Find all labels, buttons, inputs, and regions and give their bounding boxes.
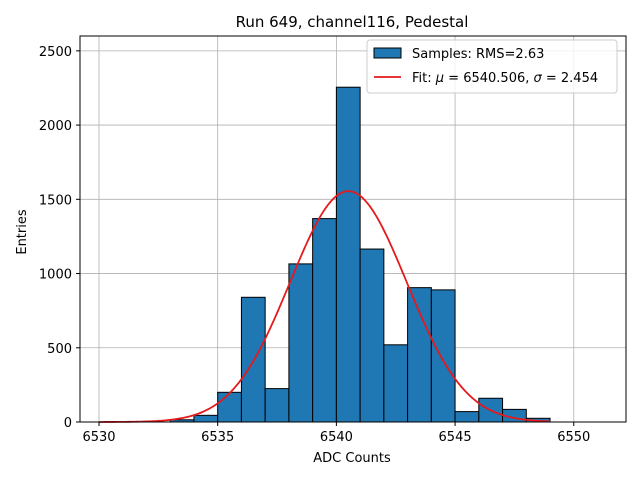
legend-samples-swatch [373, 47, 402, 59]
histogram-bar [312, 218, 337, 423]
chart-title: Run 649, channel116, Pedestal [236, 13, 469, 31]
x-tick-label: 6540 [320, 430, 353, 445]
x-tick-label: 6545 [439, 430, 472, 445]
histogram-bar [264, 388, 290, 423]
histogram-bars [169, 86, 551, 423]
histogram-bar [454, 411, 480, 423]
histogram-bar [383, 344, 409, 423]
legend-fit-prefix: Fit: [412, 71, 436, 86]
histogram-bar [217, 391, 242, 423]
legend-fit-label: Fit: μ = 6540.506, σ = 2.454 [412, 71, 598, 86]
plot-frame [79, 35, 627, 423]
histogram-bar [288, 263, 314, 423]
legend-box [366, 39, 618, 94]
histogram-bar [430, 289, 456, 423]
y-tick-label: 2000 [39, 119, 72, 134]
y-tick-label: 1500 [39, 193, 72, 208]
histogram-bar [359, 248, 385, 423]
y-tick-label: 0 [64, 416, 72, 431]
histogram-bar [335, 86, 361, 423]
fit-curve-group [98, 190, 551, 423]
y-axis-label: Entries [15, 209, 30, 255]
legend-fit-sigma-symbol: σ [534, 71, 543, 86]
legend-fit-sigma-value: = 2.454 [542, 71, 598, 86]
gaussian-fit-curve [98, 190, 551, 423]
histogram-bar [407, 287, 432, 423]
y-tick-label: 1000 [39, 268, 72, 283]
legend-fit-mu-value: = 6540.506, [444, 71, 533, 86]
legend: Samples: RMS=2.63 Fit: μ = 6540.506, σ =… [366, 39, 618, 94]
legend-fit-mu-symbol: μ [435, 71, 444, 86]
x-tick-label: 6550 [557, 430, 590, 445]
histogram-bar [193, 414, 219, 423]
x-tick-label: 6535 [201, 430, 234, 445]
y-tick-label: 500 [47, 342, 72, 357]
axis-ticks: 6530 6535 6540 6545 6550 0 500 1000 1500 2000 2500 [39, 45, 590, 445]
y-tick-label: 2500 [39, 45, 72, 60]
legend-samples-label: Samples: RMS=2.63 [412, 47, 544, 62]
x-axis-label: ADC Counts [313, 451, 391, 466]
x-tick-label: 6530 [82, 430, 115, 445]
